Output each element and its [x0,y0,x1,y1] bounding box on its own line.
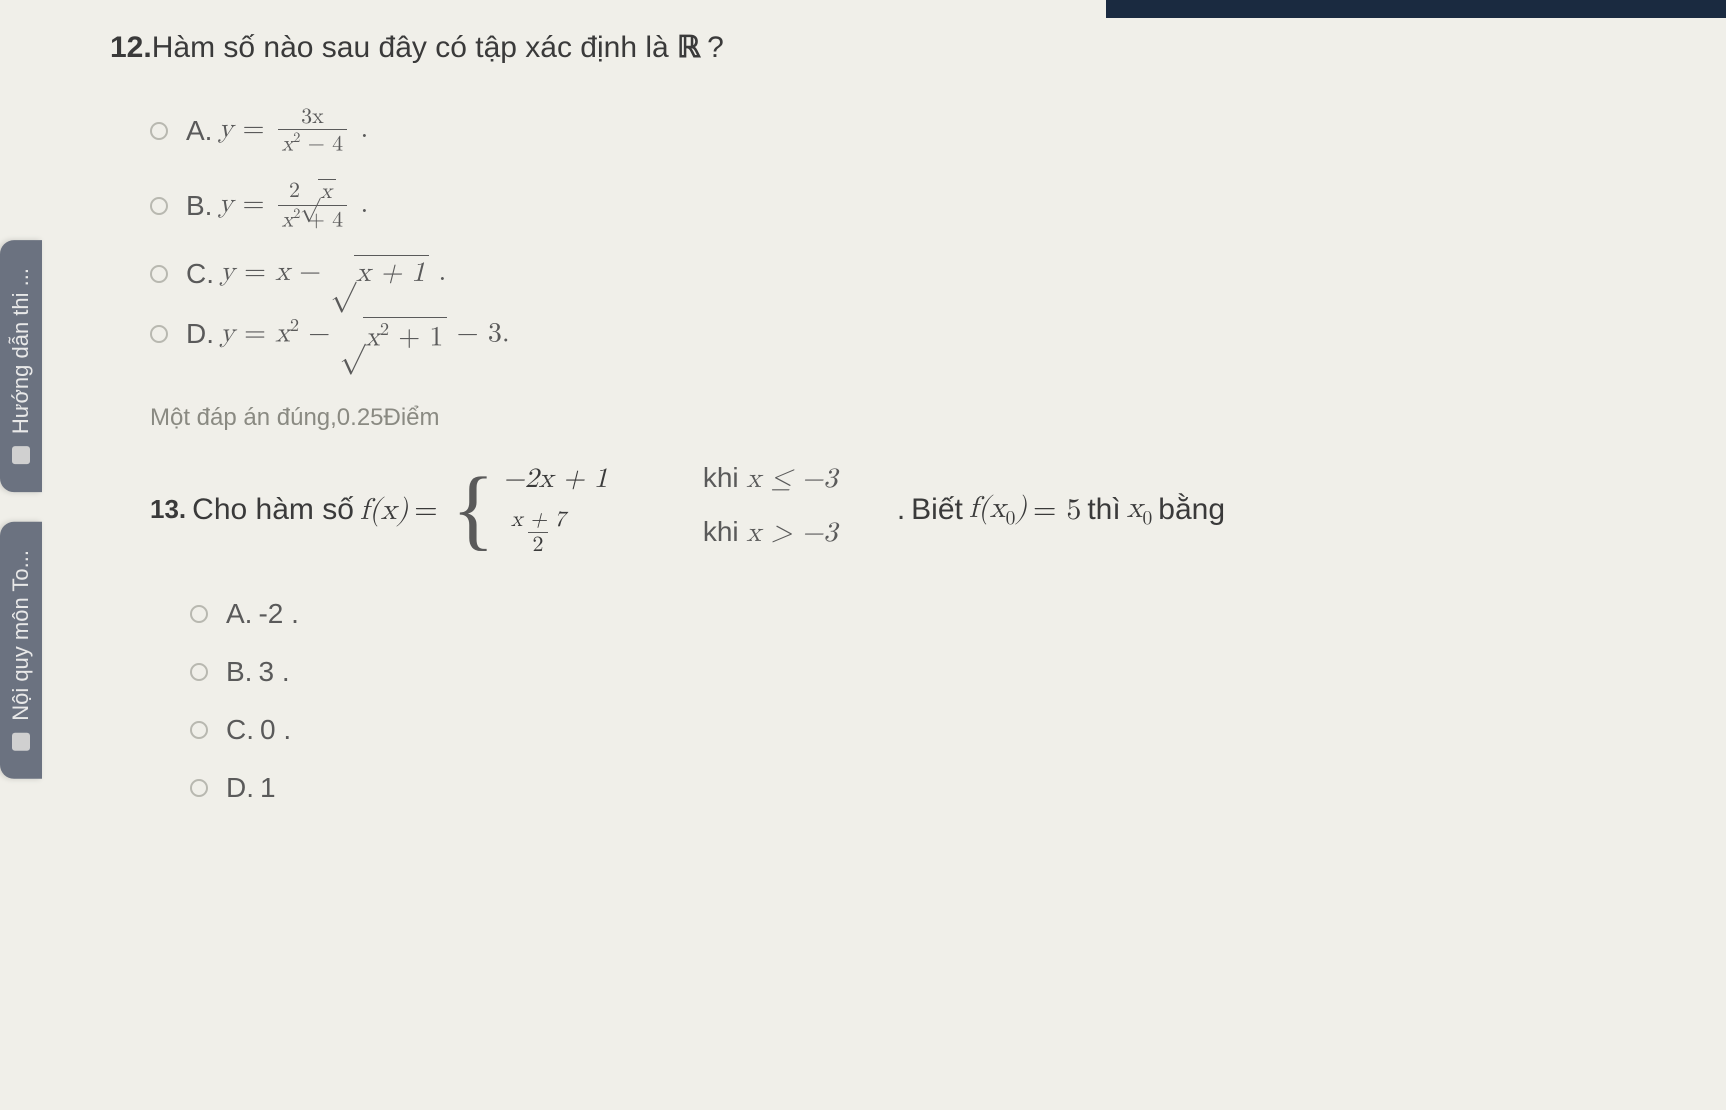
q13-title: 13. Cho hàm số f(x) = { −2x + 1 khi x ≤ … [150,462,1726,557]
content-area: 12.Hàm số nào sau đây có tập xác định là… [0,0,1726,804]
q13-mid-punct: . [897,493,905,527]
piece2-expr: x + 7 2 [503,508,663,557]
option-value: 3 . [258,656,289,688]
q12-title: 12.Hàm số nào sau đây có tập xác định là… [110,30,1726,65]
q12-number: 12. [110,31,152,64]
q13-number: 13. [150,494,186,525]
q13-func-lhs: f(x) [360,492,408,528]
option-label: C. [226,714,254,746]
radio-icon [150,122,168,140]
q13-option-b[interactable]: B. 3 . [190,656,1726,688]
option-value: 1 [260,772,276,804]
doc-icon [12,446,30,464]
radio-icon [190,721,208,739]
option-label: A. [226,598,252,630]
q12-prompt-post: ? [699,31,724,64]
q13-options: A. -2 . B. 3 . C. 0 . D. 1 [190,598,1726,804]
option-label: B. [226,656,252,688]
radio-icon [190,605,208,623]
q13-unknown-post: bằng [1158,493,1225,527]
q13-option-c[interactable]: C. 0 . [190,714,1726,746]
option-label: B. [186,190,212,222]
q13-known-post: thì [1087,493,1120,527]
brace-icon: { [452,474,495,546]
q12-option-c[interactable]: C. y = x − √x + 1 . [150,255,1726,292]
radio-icon [150,325,168,343]
doc-icon [12,733,30,751]
q13-eq: = [414,492,437,528]
option-label: C. [186,258,214,290]
q12-option-a[interactable]: A. y = 3x x2 − 4 . [150,105,1726,157]
piecewise-function: { −2x + 1 khi x ≤ −3 x + 7 2 [452,462,883,557]
q12-option-b[interactable]: B. y = 2√x x2 + 4 . [150,179,1726,233]
option-label: A. [186,115,212,147]
option-label: D. [186,318,214,350]
option-math: y = x − √x + 1 . [220,255,446,292]
side-tab-label: Nội quy môn To... [8,550,34,721]
window-top-bar [1106,0,1726,18]
piece2-cond: khi x > −3 [703,516,883,550]
side-tab-guide[interactable]: Hướng dẫn thi ... [0,240,42,492]
q13-option-a[interactable]: A. -2 . [190,598,1726,630]
option-math: y = 2√x x2 + 4 . [218,179,368,233]
piece1-cond: khi x ≤ −3 [703,462,883,496]
option-value: -2 . [258,598,298,630]
radio-icon [190,779,208,797]
q12-options: A. y = 3x x2 − 4 . B. y = 2√x [150,105,1726,354]
option-value: 0 . [260,714,291,746]
option-math: y = x2 − √x2 + 1 − 3. [220,314,510,354]
radio-icon [190,663,208,681]
side-tab-label: Hướng dẫn thi ... [8,268,34,434]
radio-icon [150,265,168,283]
q13-known-func: f(x0) [969,490,1027,530]
scoring-meta: Một đáp án đúng,0.25Điểm [150,404,1726,432]
q12-prompt-pre: Hàm số nào sau đây có tập xác định là [152,31,677,64]
q13-known-pre: Biết [911,493,963,527]
side-tab-rules[interactable]: Nội quy môn To... [0,522,42,779]
piece1-expr: −2x + 1 [503,462,663,496]
option-label: D. [226,772,254,804]
q13-known-eq: = 5 [1033,492,1081,528]
real-set-symbol: ℝ [677,31,699,64]
q13-prompt-pre: Cho hàm số [192,493,354,527]
q13-option-d[interactable]: D. 1 [190,772,1726,804]
radio-icon [150,197,168,215]
q12-option-d[interactable]: D. y = x2 − √x2 + 1 − 3. [150,314,1726,354]
q13-unknown: x0 [1127,490,1153,530]
side-tabs: Hướng dẫn thi ... Nội quy môn To... [0,240,42,779]
option-math: y = 3x x2 − 4 . [218,105,368,157]
